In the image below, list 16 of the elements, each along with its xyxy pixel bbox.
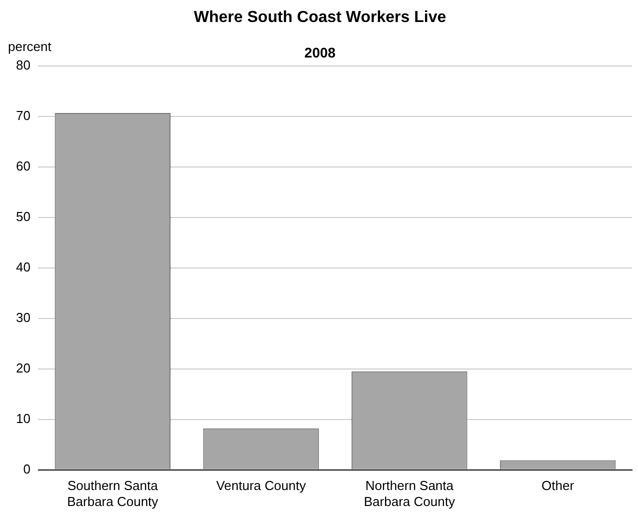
y-tick-label: 80: [16, 58, 30, 73]
chart-subtitle: 2008: [304, 44, 336, 60]
y-tick-label: 50: [16, 209, 30, 224]
y-tick-label: 0: [23, 461, 30, 476]
y-tick-label: 60: [16, 158, 30, 174]
x-tick-label: Ventura County: [216, 478, 306, 494]
y-tick-label: 40: [16, 259, 30, 274]
x-tick-label: Northern Santa Barbara County: [364, 478, 456, 509]
x-tick-label: Other: [542, 478, 575, 494]
chart-title: Where South Coast Workers Live: [194, 9, 446, 26]
y-tick-label: 30: [16, 310, 30, 325]
y-tick-label: 10: [16, 410, 30, 426]
y-tick-label: 20: [16, 360, 30, 376]
y-axis-title: percent: [8, 39, 52, 54]
x-tick-label: Southern Santa Barbara County: [67, 478, 159, 509]
y-tick-label: 70: [16, 108, 30, 124]
